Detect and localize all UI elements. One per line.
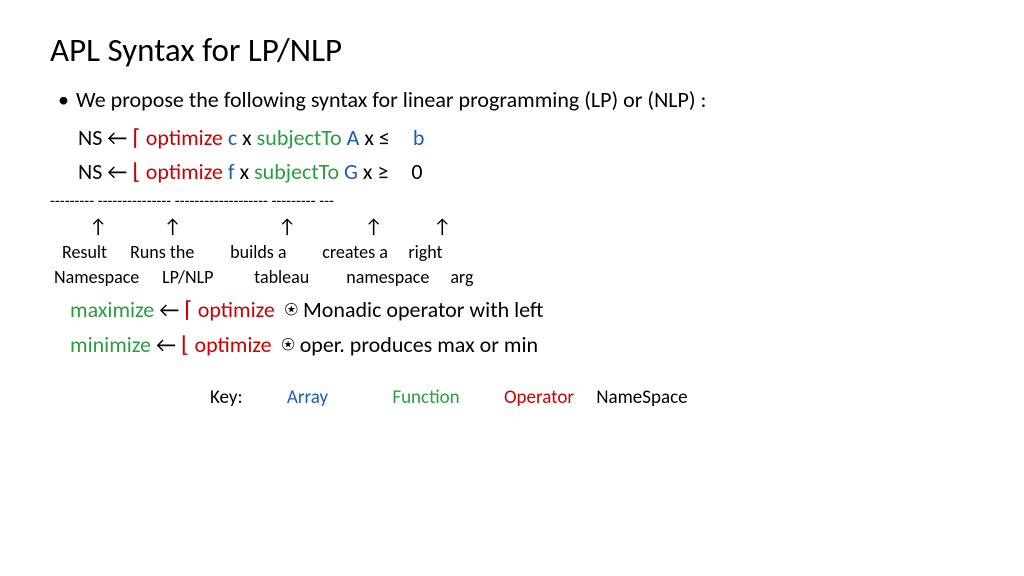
x-var: x — [363, 158, 373, 185]
optimize-op: optimize — [198, 296, 275, 323]
label-tableau: tableau — [254, 266, 342, 289]
ge-op: ≥ — [377, 158, 388, 185]
max-desc: Monadic operator with left — [303, 296, 543, 323]
label-creates: creates a — [322, 241, 404, 264]
bullet-dot: • — [58, 86, 76, 113]
annotation-row-2: Namespace LP/NLP tableau namespace arg — [50, 266, 974, 289]
label-runs: Runs the — [130, 241, 226, 264]
assign-arrow: ← — [107, 124, 127, 151]
optimize-op: optimize — [194, 331, 271, 358]
minimize-fn: minimize — [70, 331, 151, 358]
ns-token: NS — [78, 124, 102, 151]
assign-arrow: ← — [159, 296, 179, 323]
maximize-line: maximize ← ⌈ optimize ⍟ Monadic operator… — [50, 296, 974, 323]
f-array: f — [228, 158, 235, 185]
monadic-symbol: ⍟ — [285, 296, 298, 323]
up-arrow: ↑ — [267, 215, 307, 239]
minimize-line: minimize ← ⌊ optimize ⍟ oper. produces m… — [50, 331, 974, 358]
x-var: x — [242, 124, 252, 151]
assign-arrow: ← — [107, 158, 127, 185]
subjectto-fn: subjectTo — [257, 124, 342, 151]
legend-key: Key: Array Function Operator NameSpace — [50, 386, 974, 409]
up-arrow: ↑ — [78, 215, 118, 239]
optimize-op: optimize — [146, 124, 223, 151]
key-label: Key: — [210, 386, 243, 409]
A-array: A — [347, 124, 360, 151]
up-arrow: ↑ — [422, 215, 462, 239]
key-function: Function — [392, 386, 459, 409]
slide-title: APL Syntax for LP/NLP — [50, 30, 974, 70]
ceil-op: ⌈ — [184, 296, 193, 323]
le-op: ≤ — [379, 124, 390, 151]
ns-token: NS — [78, 158, 102, 185]
bullet-proposal: •We propose the following syntax for lin… — [50, 86, 974, 113]
label-result: Result — [62, 241, 126, 264]
ceil-op: ⌈ — [132, 124, 141, 151]
label-namespace: Namespace — [54, 266, 158, 289]
key-operator: Operator — [504, 386, 574, 409]
zero: 0 — [411, 158, 422, 185]
x-var: x — [240, 158, 250, 185]
up-arrow: ↑ — [153, 215, 193, 239]
floor-op: ⌊ — [181, 331, 190, 358]
up-arrow: ↑ — [354, 215, 394, 239]
label-namespace2: namespace — [346, 266, 446, 289]
key-array: Array — [287, 386, 328, 409]
monadic-symbol: ⍟ — [282, 331, 295, 358]
syntax-line-2: NS ← ⌊ optimize f x subjectTo G x ≥ 0 — [50, 157, 974, 187]
b-array: b — [413, 124, 425, 151]
key-namespace: NameSpace — [596, 386, 687, 409]
syntax-line-1: NS ← ⌈ optimize c x subjectTo A x ≤ b — [50, 123, 974, 153]
floor-op: ⌊ — [132, 158, 141, 185]
annotation-row-1: Result Runs the builds a creates a right — [50, 241, 974, 264]
label-arg: arg — [450, 266, 490, 289]
assign-arrow: ← — [156, 331, 176, 358]
subjectto-fn: subjectTo — [254, 158, 339, 185]
label-lpnlp: LP/NLP — [162, 266, 250, 289]
min-desc: oper. produces max or min — [300, 331, 538, 358]
optimize-op: optimize — [146, 158, 223, 185]
bullet-text: We propose the following syntax for line… — [76, 86, 706, 113]
G-array: G — [344, 158, 358, 185]
maximize-fn: maximize — [70, 296, 154, 323]
label-right: right — [408, 241, 458, 264]
c-array: c — [228, 124, 237, 151]
separator-dashes: --------- --------------- --------------… — [50, 192, 974, 211]
label-builds: builds a — [230, 241, 318, 264]
x-var: x — [364, 124, 374, 151]
arrow-annotations: ↑ ↑ ↑ ↑ ↑ — [50, 215, 974, 239]
